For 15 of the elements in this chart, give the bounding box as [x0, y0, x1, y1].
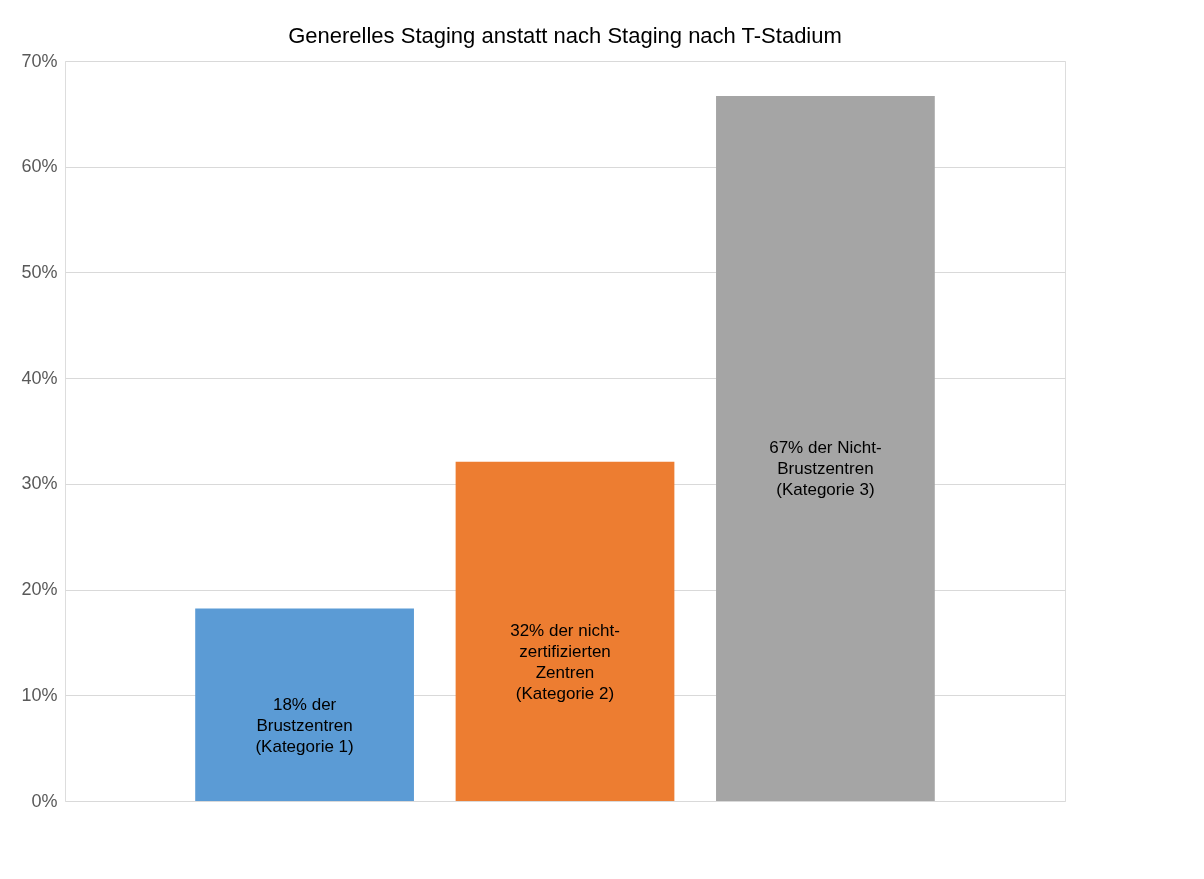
- y-tick-label: 40%: [21, 367, 58, 388]
- chart-title: Generelles Staging anstatt nach Staging nach T-Stadium: [288, 23, 842, 48]
- y-tick-label: 30%: [21, 473, 58, 494]
- y-tick-label: 50%: [21, 261, 58, 282]
- y-tick-label: 70%: [21, 50, 58, 71]
- annotation: 32% der nicht- zertifizierten Zentren (Kategorie 2): [510, 621, 620, 704]
- annotation: 67% der Nicht- Brustzentren (Kategorie 3): [769, 438, 882, 500]
- y-tick-label: 0%: [31, 790, 58, 811]
- y-tick-label: 10%: [21, 684, 58, 705]
- bar: [455, 461, 675, 801]
- bar: [195, 608, 414, 801]
- y-tick-label: 20%: [21, 579, 58, 600]
- annotation: 18% der Brustzentren (Kategorie 1): [255, 694, 354, 756]
- bar: [716, 95, 935, 801]
- y-tick-label: 60%: [21, 156, 58, 177]
